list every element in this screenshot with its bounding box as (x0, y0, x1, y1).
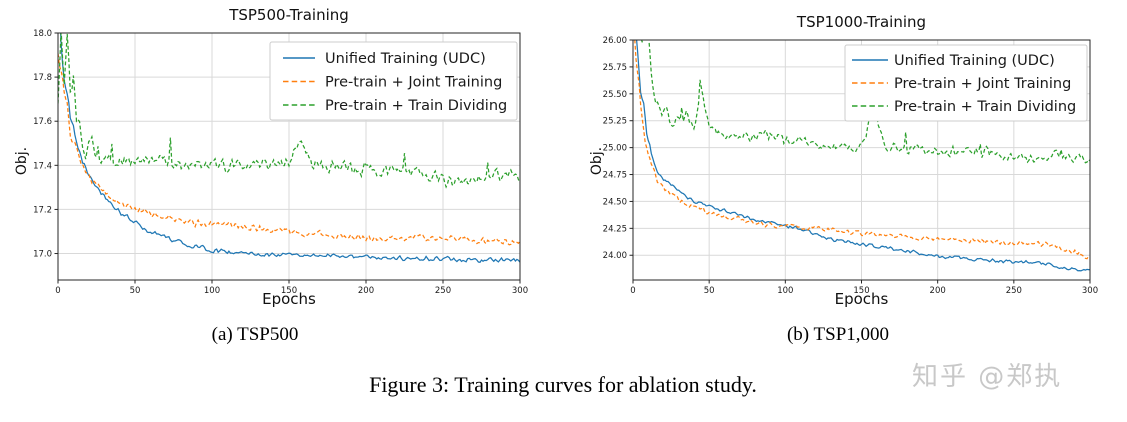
series-line-0 (635, 40, 1090, 272)
y-tick-label: 17.2 (33, 205, 52, 215)
plot-area: 0 50 100 150 200 250 300 17.0 17.2 17.4 17.6 17.8 18… (33, 29, 528, 296)
legend-label: Unified Training (UDC) (894, 53, 1055, 69)
y-tick-label: 25.00 (603, 144, 627, 154)
y-tick-label: 24.50 (603, 197, 627, 207)
chart-tsp1000: TSP1000-Training Obj. 0 50 100 150 200 250 300… (563, 0, 1127, 310)
x-tick-label: 150 (853, 286, 869, 296)
chart-tsp500: TSP500-Training Obj. 0 50 100 150 200 250 300 1… (0, 0, 563, 310)
series-line-1 (634, 40, 1090, 260)
x-tick-label: 100 (204, 286, 220, 296)
x-tick-label: 0 (630, 286, 635, 296)
subcaption-b: (b) TSP1,000 (786, 324, 890, 345)
y-tick-label: 26.00 (603, 36, 627, 46)
plot-area: 0 50 100 150 200 250 300 24.00 24.25 24.50 24.75 25… (603, 36, 1098, 296)
legend-box (844, 44, 1088, 122)
y-tick-label: 24.00 (603, 251, 627, 261)
series-line-1 (58, 53, 520, 246)
series-line-0 (60, 33, 520, 263)
x-tick-label: 300 (1082, 286, 1098, 296)
x-tick-label: 300 (512, 286, 528, 296)
y-tick-label: 25.75 (603, 63, 627, 73)
x-tick-label: 50 (704, 286, 715, 296)
x-tick-label: 250 (435, 286, 451, 296)
y-tick-label: 17.8 (33, 73, 52, 83)
series-line-2 (58, 33, 520, 189)
legend-label: Pre-train + Joint Training (325, 75, 502, 91)
x-tick-label: 200 (930, 286, 946, 296)
x-tick-label: 100 (777, 286, 793, 296)
legend-label: Pre-train + Joint Training (894, 76, 1071, 92)
x-axis-label: Epochs (262, 290, 316, 308)
legend-box (269, 41, 518, 121)
legend-label: Pre-train + Train Dividing (325, 98, 507, 114)
x-tick-label: 0 (55, 286, 60, 296)
subcaption-a: (a) TSP500 (211, 324, 299, 345)
legend-label: Unified Training (UDC) (325, 51, 486, 67)
x-tick-label: 200 (358, 286, 374, 296)
x-tick-label: 250 (1006, 286, 1022, 296)
x-tick-label: 50 (130, 286, 141, 296)
y-tick-label: 25.50 (603, 90, 627, 100)
y-tick-label: 17.6 (33, 117, 52, 127)
y-tick-label: 24.25 (603, 224, 627, 234)
y-tick-label: 25.25 (603, 117, 627, 127)
watermark: 知乎 @郑执 (912, 362, 1063, 392)
series-line-2 (641, 40, 1090, 164)
x-tick-label: 150 (281, 286, 297, 296)
chart-title: TSP500-Training (229, 6, 349, 24)
y-tick-label: 17.4 (33, 161, 52, 171)
y-tick-label: 24.75 (603, 171, 627, 181)
figure-caption: Figure 3: Training curves for ablation s… (369, 372, 757, 397)
chart-title: TSP1000-Training (796, 13, 927, 31)
legend-label: Pre-train + Train Dividing (894, 99, 1076, 115)
y-tick-label: 18.0 (33, 29, 52, 39)
x-axis-label: Epochs (834, 290, 889, 308)
y-tick-label: 17.0 (33, 250, 52, 260)
